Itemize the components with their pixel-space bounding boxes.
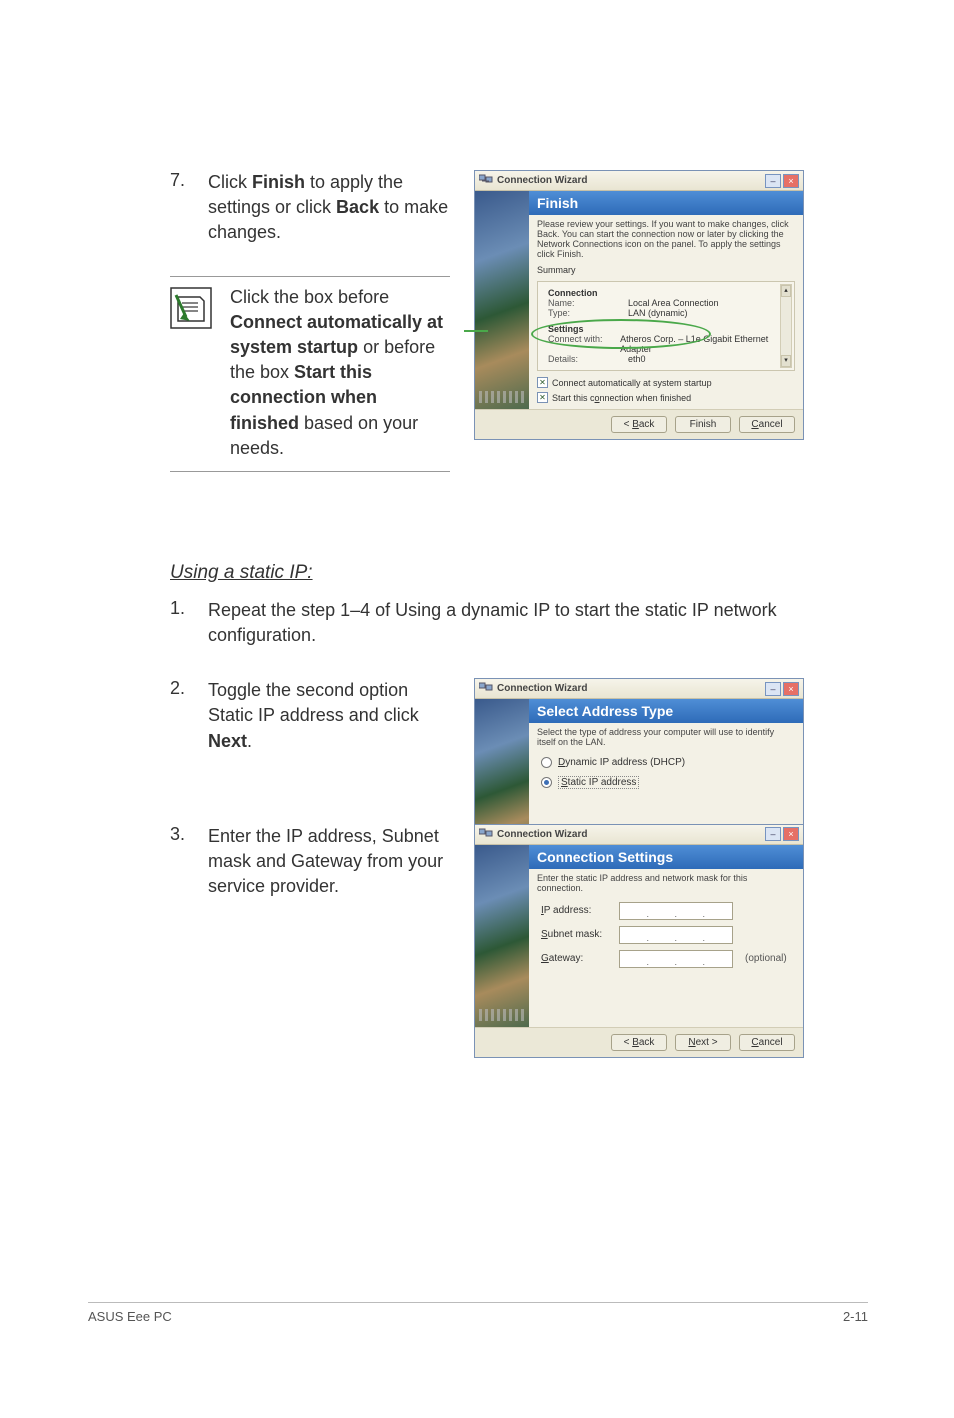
gateway-hint: (optional) [745, 953, 787, 964]
footer-left: ASUS Eee PC [88, 1309, 172, 1324]
checkbox-auto-startup-label: Connect automatically at system startup [552, 378, 712, 388]
static2-text: Toggle the second option Static IP addre… [208, 678, 450, 754]
finish-button[interactable]: Finish [675, 416, 731, 433]
v: LAN (dynamic) [628, 308, 688, 318]
t: Click the box before [230, 287, 389, 307]
banner-connection-settings: Connection Settings [529, 845, 803, 869]
static2-number: 2. [170, 678, 190, 754]
t: Finish [252, 172, 305, 192]
dialog-title: Connection Wizard [497, 683, 587, 694]
dialog-title: Connection Wizard [497, 829, 587, 840]
static1-number: 1. [170, 598, 190, 648]
cancel-button[interactable]: Cancel [739, 416, 795, 433]
back-button[interactable]: < Back [611, 1034, 667, 1051]
v: Atheros Corp. – L1e Gigabit Ethernet Ada… [620, 334, 784, 354]
network-icon [479, 173, 493, 188]
note-icon [170, 287, 212, 334]
subnet-mask-input[interactable] [619, 926, 733, 944]
banner-sub: Please review your settings. If you want… [529, 215, 803, 265]
t: Toggle the second option Static IP addre… [208, 680, 419, 725]
summary-settings-title: Settings [548, 324, 784, 334]
v: eth0 [628, 354, 646, 364]
t: . [247, 731, 252, 751]
checkbox-start-finished[interactable]: ✕ [537, 392, 548, 403]
ip-address-label: IP address: [541, 905, 613, 916]
minimize-icon[interactable]: – [765, 174, 781, 188]
step7-text: Click Finish to apply the settings or cl… [208, 170, 450, 246]
summary-label: Summary [529, 265, 803, 277]
banner-address-type: Select Address Type [529, 699, 803, 723]
checkbox-start-finished-label: Start this connection when finished [552, 393, 691, 403]
v: Local Area Connection [628, 298, 719, 308]
network-icon [479, 827, 493, 842]
wizard-side-image [475, 845, 529, 1027]
dialog-connection-settings: Connection Wizard – × Connection Setting… [474, 824, 804, 1058]
radio-static-ip[interactable] [541, 777, 552, 788]
l: Name: [548, 298, 628, 308]
t: Back [336, 197, 379, 217]
ip-address-input[interactable] [619, 902, 733, 920]
banner-finish: Finish [529, 191, 803, 215]
wizard-side-image [475, 191, 529, 409]
back-button[interactable]: < Back [611, 416, 667, 433]
t: Click [208, 172, 252, 192]
step7-number: 7. [170, 170, 190, 246]
minimize-icon[interactable]: – [765, 682, 781, 696]
close-icon[interactable]: × [783, 174, 799, 188]
section-heading-static-ip: Using a static IP: [170, 562, 810, 584]
close-icon[interactable]: × [783, 682, 799, 696]
static3-text: Enter the IP address, Subnet mask and Ga… [208, 824, 450, 900]
l: Details: [548, 354, 628, 364]
next-button[interactable]: Next > [675, 1034, 731, 1051]
summary-connection-title: Connection [548, 288, 784, 298]
footer-page-number: 2-11 [843, 1309, 868, 1324]
cancel-button[interactable]: Cancel [739, 1034, 795, 1051]
banner-sub: Enter the static IP address and network … [529, 869, 803, 899]
close-icon[interactable]: × [783, 827, 799, 841]
radio-dynamic-ip[interactable] [541, 757, 552, 768]
dialog-finish: Connection Wizard – × Finish Please revi… [474, 170, 804, 440]
dialog-title: Connection Wizard [497, 175, 587, 186]
static1-text: Repeat the step 1–4 of Using a dynamic I… [208, 598, 810, 648]
subnet-mask-label: Subnet mask: [541, 929, 613, 940]
gateway-input[interactable] [619, 950, 733, 968]
radio-static-ip-label: Static IP address [558, 776, 639, 789]
scroll-up-icon[interactable]: ▴ [781, 285, 791, 297]
t: Next [208, 731, 247, 751]
minimize-icon[interactable]: – [765, 827, 781, 841]
scrollbar[interactable]: ▴ ▾ [780, 284, 792, 368]
note-box: Click the box before Connect automatical… [170, 276, 450, 472]
note-text: Click the box before Connect automatical… [230, 285, 450, 461]
banner-sub: Select the type of address your computer… [529, 723, 803, 753]
radio-dynamic-ip-label: Dynamic IP address (DHCP) [558, 757, 685, 768]
checkbox-auto-startup[interactable]: ✕ [537, 377, 548, 388]
l: Connect with: [548, 334, 620, 354]
gateway-label: Gateway: [541, 953, 613, 964]
network-icon [479, 681, 493, 696]
scroll-down-icon[interactable]: ▾ [781, 355, 791, 367]
static3-number: 3. [170, 824, 190, 900]
l: Type: [548, 308, 628, 318]
